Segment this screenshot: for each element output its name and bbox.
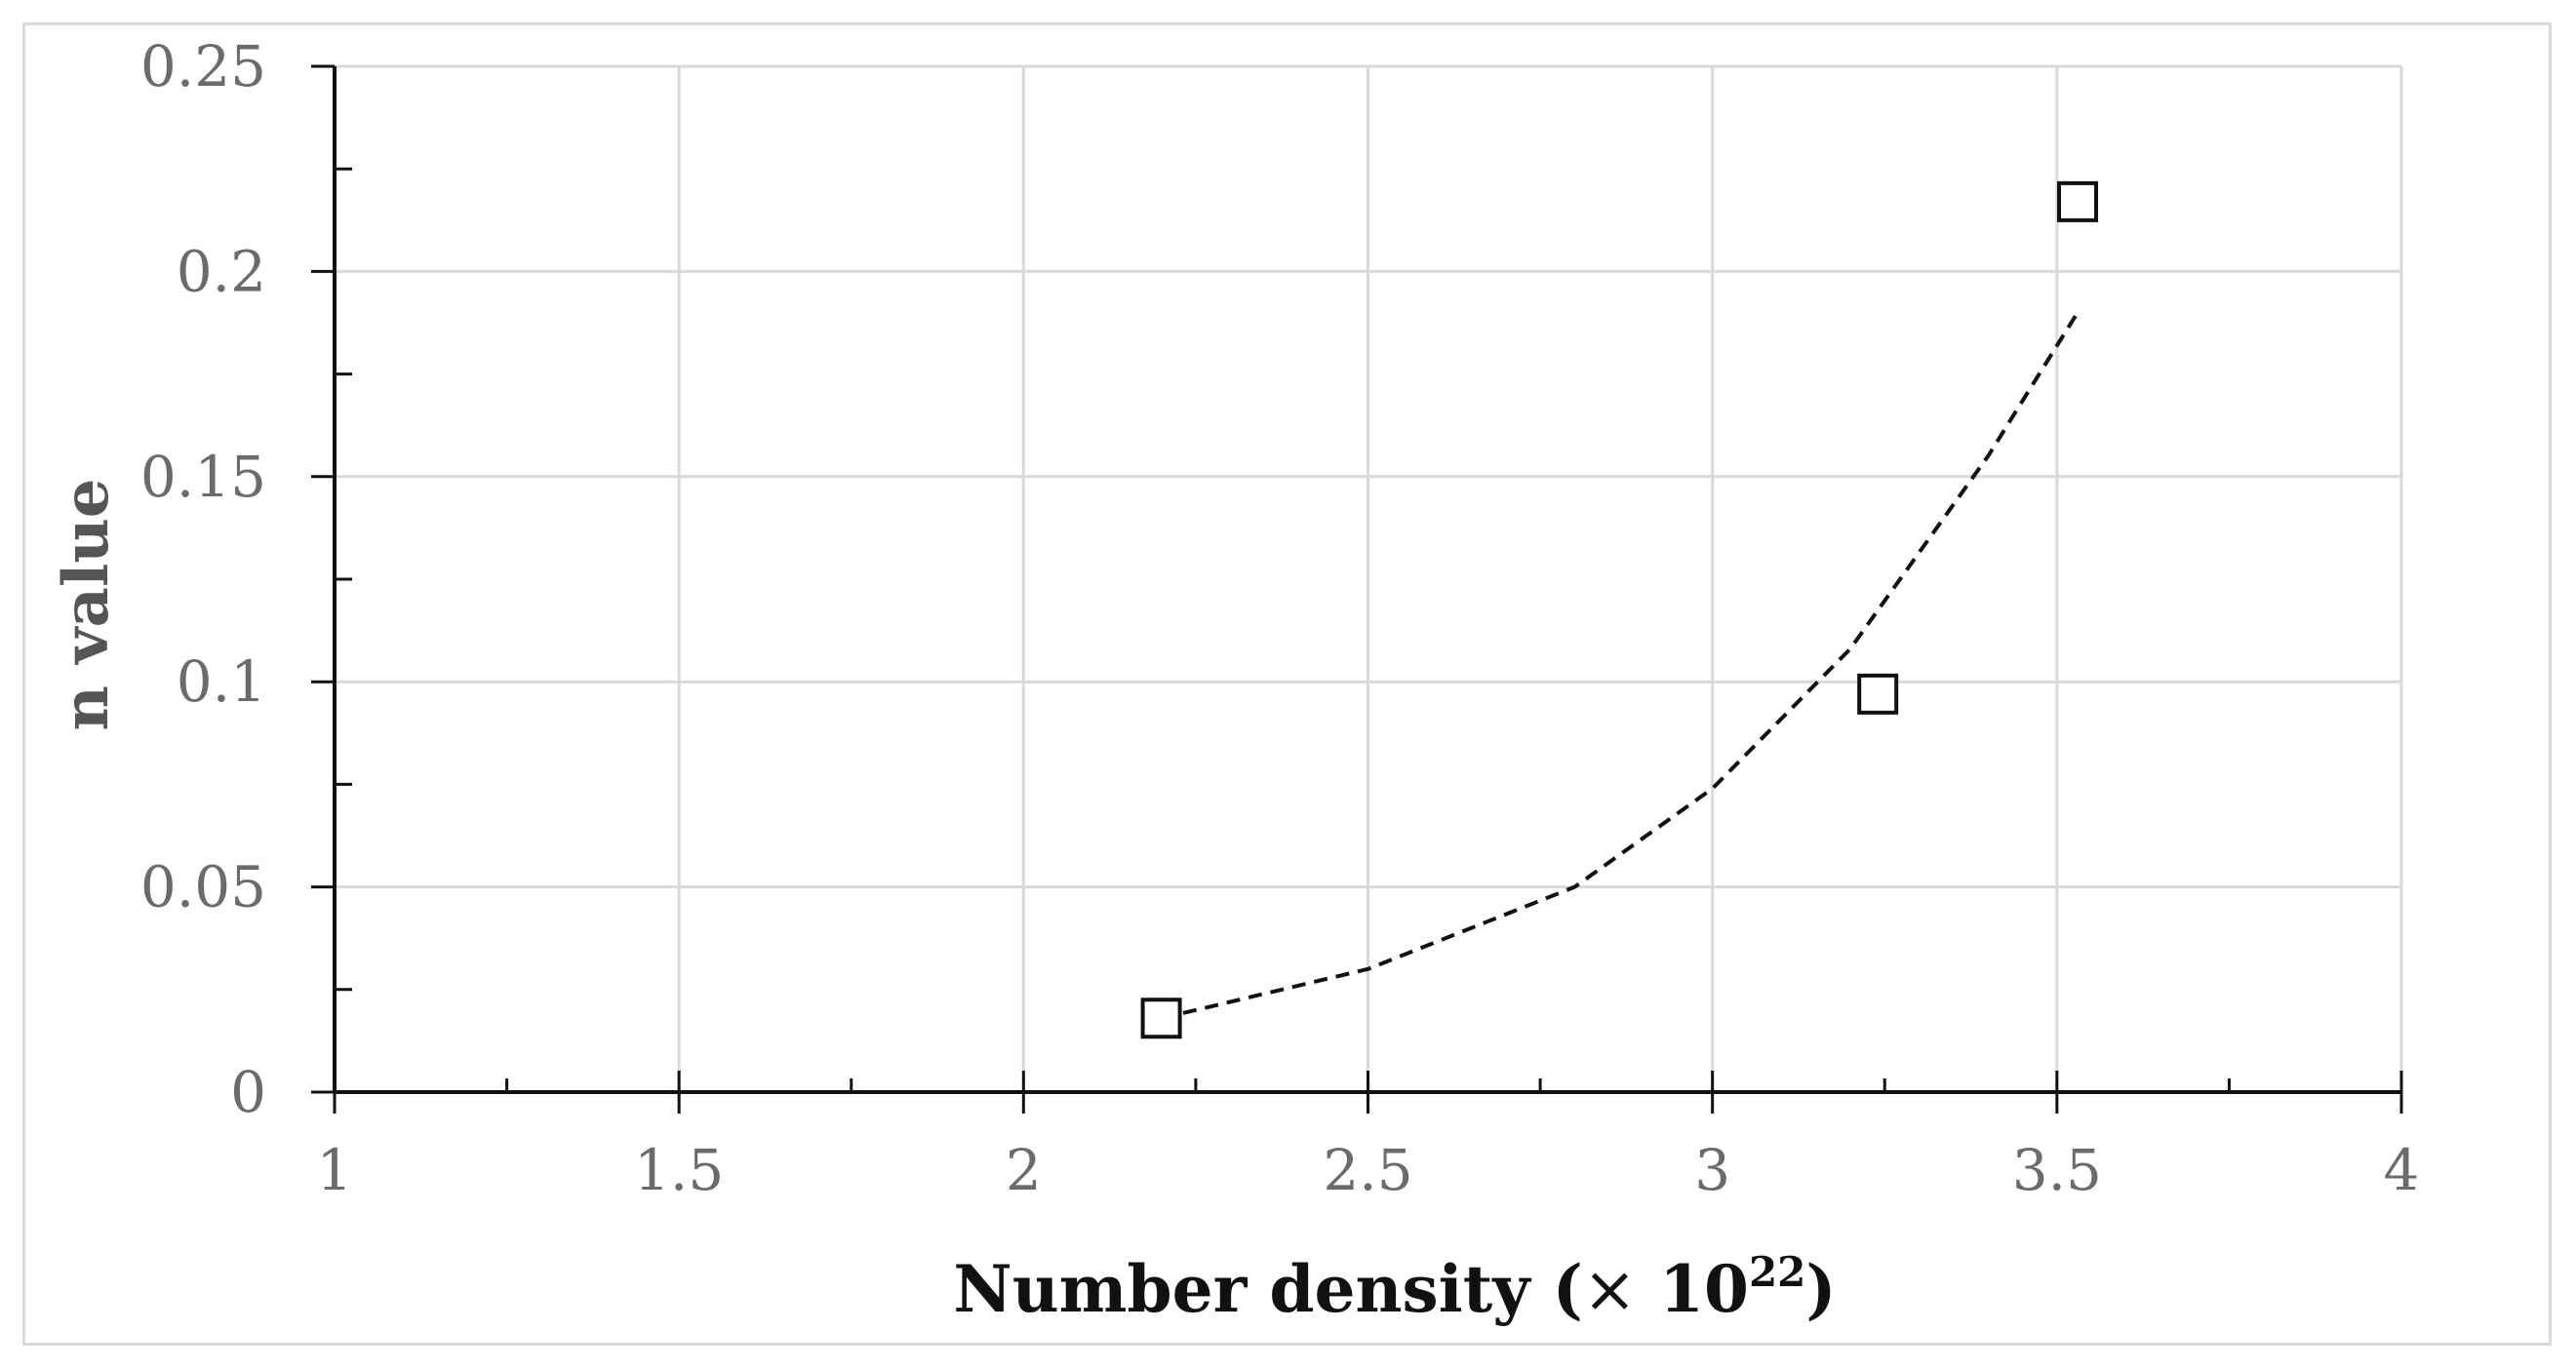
x-axis-title-main: Number density ( [953, 1251, 1582, 1327]
axes [311, 64, 2403, 1114]
y-tick-labels: 0 0.05 0.1 0.15 0.2 0.25 [140, 33, 266, 1125]
chart-frame [22, 22, 2552, 1346]
y-tick-label: 0 [230, 1059, 266, 1125]
data-point [1140, 998, 1182, 1039]
y-tick-label: 0.1 [177, 648, 266, 715]
data-points [1140, 180, 2099, 1039]
x-tick-label: 3 [1694, 1137, 1730, 1203]
trendline-group [1161, 311, 2080, 1021]
x-tick-label: 1 [317, 1137, 353, 1203]
x-tick-labels: 1 1.5 2 2.5 3 3.5 4 [317, 1137, 2420, 1203]
x-axis-title-close: ) [1805, 1251, 1836, 1327]
trendline [1161, 311, 2080, 1021]
x-tick-label: 3.5 [2012, 1137, 2102, 1203]
x-tick-label: 2.5 [1323, 1137, 1412, 1203]
x-tick-label: 4 [2384, 1137, 2420, 1203]
x-tick-label: 1.5 [634, 1137, 724, 1203]
data-point [1857, 673, 1899, 715]
x-axis-title-exponent: 22 [1749, 1248, 1805, 1296]
y-axis-title: n value [50, 478, 123, 730]
x-tick-label: 2 [1006, 1137, 1042, 1203]
y-tick-label: 0.2 [177, 238, 266, 304]
y-tick-label: 0.05 [140, 854, 266, 920]
x-axis-title: Number density (× 1022) [953, 1248, 1836, 1327]
y-tick-label: 0.25 [140, 33, 266, 99]
x-axis-title-base: 10 [1637, 1251, 1749, 1327]
gridlines [335, 64, 2403, 1092]
x-axis-title-times: × [1583, 1252, 1637, 1327]
y-tick-label: 0.15 [140, 444, 266, 510]
data-point [2057, 180, 2099, 222]
